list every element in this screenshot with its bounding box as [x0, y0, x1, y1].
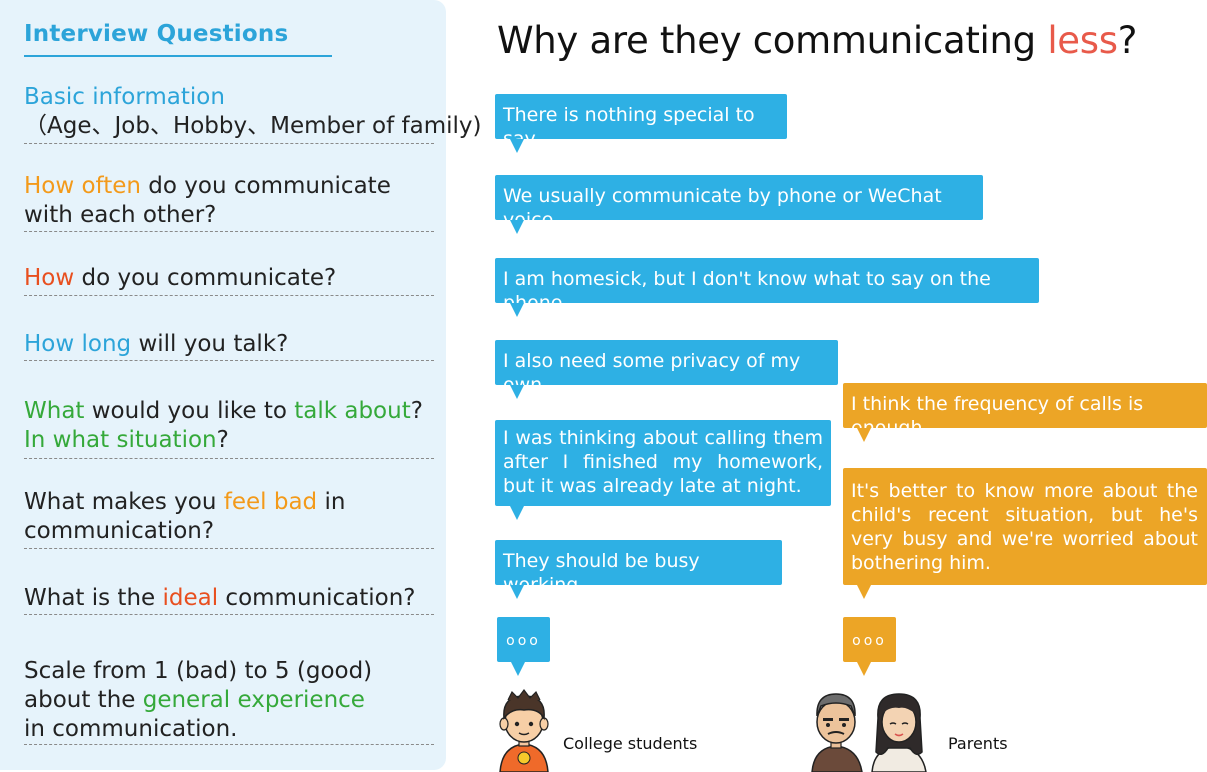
divider [24, 744, 434, 745]
parents-label: Parents [948, 734, 1008, 753]
bubble-tail [857, 585, 871, 599]
divider [24, 614, 434, 615]
bubble-tail [510, 385, 524, 399]
divider [24, 360, 434, 361]
student-bubble: I also need some privacy of my own. [495, 340, 838, 396]
bubble-tail [857, 662, 871, 676]
question-how: How do you communicate? [24, 265, 337, 291]
bubble-tail [510, 585, 524, 599]
parent-bubble: It's better to know more about the child… [843, 468, 1207, 585]
bubble-tail [510, 303, 524, 317]
students-label: College students [563, 734, 698, 753]
bubble-tail [510, 139, 524, 153]
divider [24, 458, 434, 459]
bubble-tail [511, 662, 525, 676]
question-ideal: What is the ideal communication? [24, 585, 416, 611]
divider [24, 143, 434, 144]
question-how-often: How often do you communicate with each o… [24, 173, 391, 228]
divider [24, 548, 434, 549]
question-scale: Scale from 1 (bad) to 5 (good) about the… [24, 658, 373, 742]
divider [24, 231, 434, 232]
student-bubble: They should be busy working. [495, 540, 782, 596]
bubble-tail [510, 220, 524, 234]
page-heading: Why are they communicating less? [497, 19, 1138, 62]
question-what: What would you like to talk about? In wh… [24, 398, 423, 453]
parents-avatar-icon [811, 693, 927, 772]
question-basic-info: Basic information （Age、Job、Hobby、Member … [24, 84, 482, 139]
typing-bubble: ooo [497, 617, 550, 662]
student-bubble: We usually communicate by phone or WeCha… [495, 175, 983, 231]
divider [24, 295, 434, 296]
bubble-tail [857, 428, 871, 442]
student-avatar-icon [499, 689, 549, 772]
question-how-long: How long will you talk? [24, 331, 289, 357]
panel-title: Interview Questions [24, 21, 289, 47]
student-bubble: There is nothing special to say. [495, 94, 787, 150]
parent-bubble: I think the frequency of calls is enough… [843, 383, 1207, 439]
typing-bubble: ooo [843, 617, 896, 662]
title-underline [24, 55, 332, 57]
student-bubble: I was thinking about calling them after … [495, 420, 831, 506]
ellipsis: ooo [506, 633, 541, 649]
student-bubble: I am homesick, but I don't know what to … [495, 258, 1039, 314]
ellipsis: ooo [852, 633, 887, 649]
interview-questions-panel: Interview Questions Basic information （A… [0, 0, 481, 770]
question-feel-bad: What makes you feel bad in communication… [24, 489, 346, 544]
bubble-tail [510, 506, 524, 520]
